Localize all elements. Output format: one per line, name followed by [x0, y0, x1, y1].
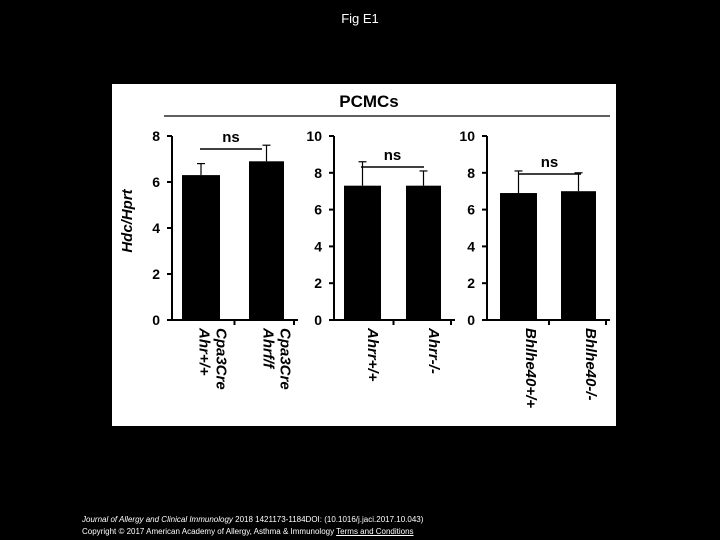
significance-label: ns [541, 154, 559, 171]
citation: Journal of Allergy and Clinical Immunolo… [82, 514, 423, 526]
copyright: Copyright © 2017 American Academy of All… [82, 527, 335, 536]
significance-label: ns [222, 129, 240, 146]
bar [182, 175, 220, 320]
y-tick-label: 8 [152, 128, 160, 144]
y-tick-label: 2 [314, 275, 322, 291]
y-tick-label: 0 [152, 312, 160, 328]
bar [344, 185, 381, 320]
y-tick-label: 6 [314, 202, 322, 218]
figure-header: PCMCs [339, 92, 399, 111]
bar [406, 185, 441, 320]
x-category-label: Ahrr+/+ [364, 327, 381, 382]
x-category-label: Ahrf/f [260, 327, 277, 370]
y-tick-label: 10 [306, 128, 322, 144]
y-axis-label: Hdc/Hprt [119, 188, 136, 252]
y-tick-label: 4 [314, 238, 322, 254]
figure-panel: PCMCs Hdc/Hprt 0 2 4 6 8 ns Ahr+/+ Cpa3Cre Ahrf/… [112, 84, 616, 426]
y-tick-label: 10 [459, 128, 475, 144]
y-tick-label: 4 [152, 220, 160, 236]
x-category-label: Bhlhe40+/+ [522, 328, 539, 408]
y-tick-label: 6 [152, 174, 160, 190]
slide-title: Fig E1 [341, 11, 379, 26]
y-tick-label: 0 [314, 312, 322, 328]
footer: Journal of Allergy and Clinical Immunolo… [82, 514, 423, 538]
citation-journal: Journal of Allergy and Clinical Immunolo… [82, 515, 233, 524]
y-tick-label: 0 [467, 312, 475, 328]
chart-3: 0 2 4 6 8 10 ns Bhlhe40+/+ Bhlhe40-/- [459, 128, 610, 408]
significance-label: ns [384, 147, 402, 164]
x-category-label: Ahrr-/- [425, 327, 442, 374]
y-tick-label: 2 [467, 275, 475, 291]
y-tick-label: 4 [467, 238, 475, 254]
bar [500, 193, 537, 320]
x-category-label: Cpa3Cre [277, 328, 294, 390]
copyright-line: Copyright © 2017 American Academy of All… [82, 526, 423, 538]
x-category-label: Bhlhe40-/- [582, 328, 599, 401]
y-tick-label: 8 [467, 165, 475, 181]
bar [249, 161, 284, 320]
x-category-label: Ahr+/+ [196, 327, 213, 376]
citation-details: 2018 1421173-1184DOI: (10.1016/j.jaci.20… [232, 515, 424, 524]
terms-link[interactable]: Terms and Conditions [336, 527, 414, 536]
y-tick-label: 8 [314, 165, 322, 181]
bar [561, 191, 596, 320]
chart-2: 0 2 4 6 8 10 ns Ahrr+/+ Ahrr-/- [306, 128, 455, 382]
y-tick-label: 2 [152, 266, 160, 282]
x-category-label: Cpa3Cre [213, 328, 230, 390]
y-tick-label: 6 [467, 202, 475, 218]
